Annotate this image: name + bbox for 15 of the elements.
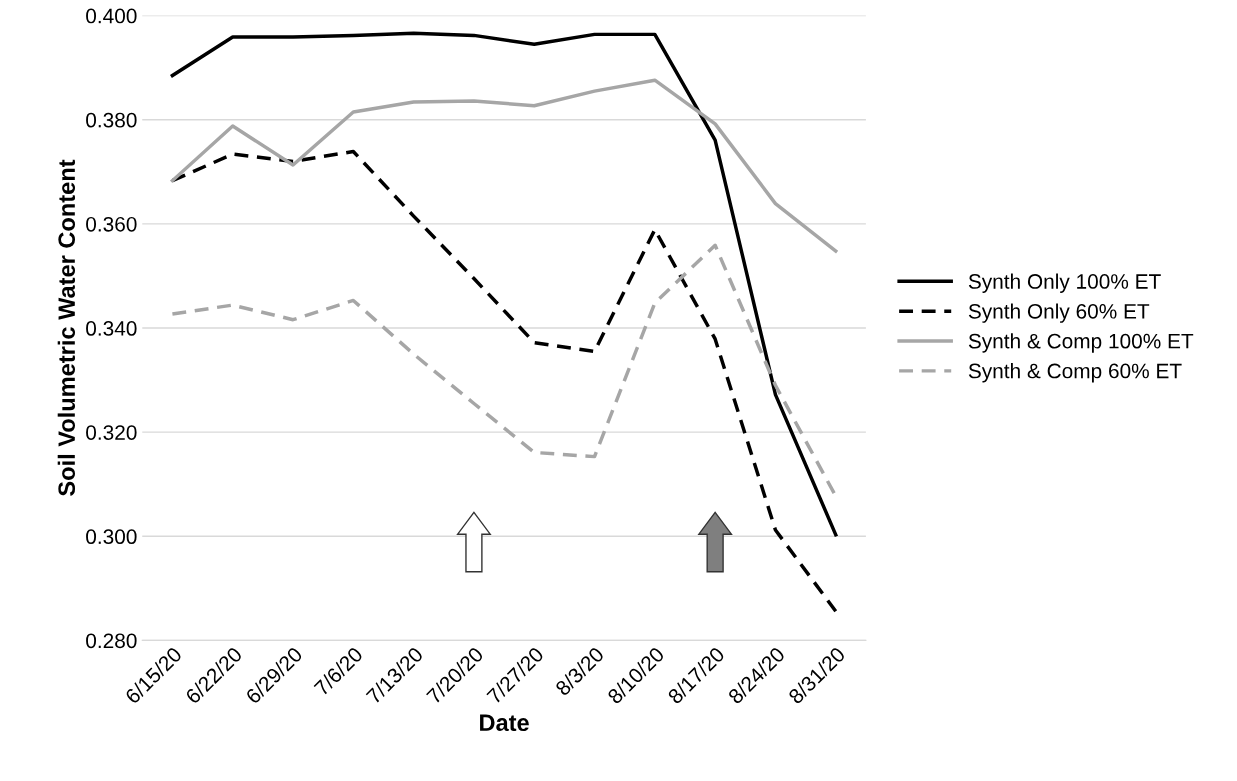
y-axis-title: Soil Volumetric Water Content bbox=[57, 159, 76, 496]
y-tick-label: 0.280 bbox=[86, 633, 137, 649]
legend-label: Synth Only 100% ET bbox=[968, 273, 1161, 293]
legend-label: Synth & Comp 60% ET bbox=[968, 363, 1182, 383]
y-tick-label: 0.380 bbox=[86, 112, 137, 128]
y-tick-label: 0.400 bbox=[86, 8, 137, 24]
line-series bbox=[170, 31, 838, 537]
y-tick-label: 0.360 bbox=[86, 216, 137, 232]
y-tick-label: 0.340 bbox=[86, 321, 137, 336]
y-tick-label: 0.320 bbox=[86, 425, 137, 440]
line-series bbox=[170, 78, 838, 253]
x-axis-title: Date bbox=[480, 714, 529, 732]
legend-label: Synth Only 60% ET bbox=[968, 303, 1150, 323]
y-tick-label: 0.300 bbox=[86, 529, 137, 545]
legend-label: Synth & Comp 100% ET bbox=[968, 333, 1194, 353]
